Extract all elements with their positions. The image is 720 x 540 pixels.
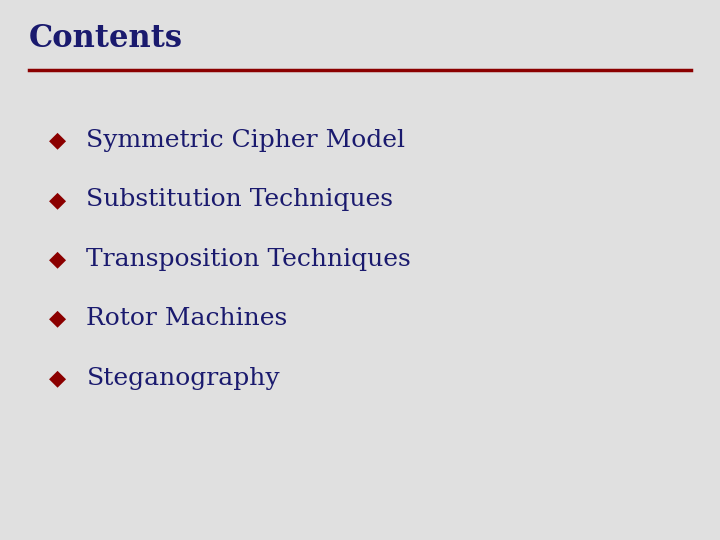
Text: Substitution Techniques: Substitution Techniques [86,188,393,211]
Text: ◆: ◆ [49,308,66,329]
Text: Transposition Techniques: Transposition Techniques [86,248,411,271]
Text: Steganography: Steganography [86,367,280,389]
Text: ◆: ◆ [49,130,66,151]
Text: ◆: ◆ [49,367,66,389]
Text: ◆: ◆ [49,189,66,211]
Text: Contents: Contents [29,23,183,54]
Text: Rotor Machines: Rotor Machines [86,307,288,330]
Text: ◆: ◆ [49,248,66,270]
Text: Symmetric Cipher Model: Symmetric Cipher Model [86,129,405,152]
